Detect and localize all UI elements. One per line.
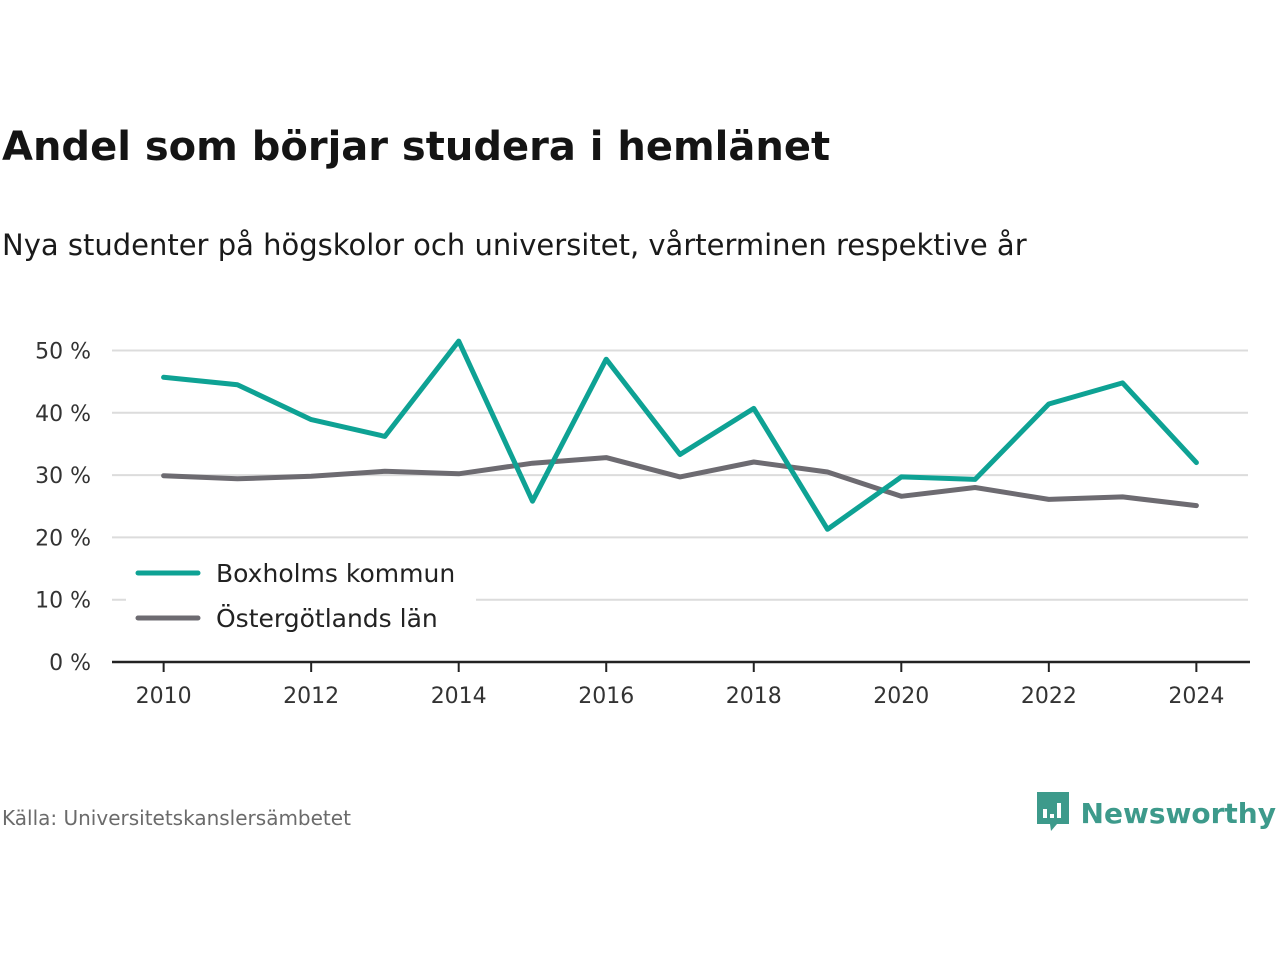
bar-chart-speech-bubble-icon bbox=[1035, 790, 1071, 836]
chart-title: Andel som börjar studera i hemlänet bbox=[2, 124, 831, 170]
x-tick-label: 2016 bbox=[578, 684, 634, 709]
series-line-2 bbox=[161, 455, 1199, 509]
brand-logo: Newsworthy bbox=[1035, 790, 1276, 836]
x-tick-label: 2024 bbox=[1168, 684, 1224, 709]
brand-name: Newsworthy bbox=[1080, 796, 1276, 830]
x-tick-label: 2012 bbox=[283, 684, 339, 709]
x-tick-label: 2014 bbox=[431, 684, 487, 709]
chart-subtitle: Nya studenter på högskolor och universit… bbox=[2, 228, 1027, 262]
legend-label: Östergötlands län bbox=[216, 604, 438, 633]
x-tick-label: 2020 bbox=[873, 684, 929, 709]
series-lines bbox=[161, 338, 1199, 532]
source-note: Källa: Universitetskanslersämbetet bbox=[2, 806, 351, 830]
y-tick-label: 20 % bbox=[35, 526, 91, 551]
legend-background bbox=[126, 548, 476, 640]
series-line-1 bbox=[161, 338, 1199, 532]
y-tick-label: 10 % bbox=[35, 589, 91, 614]
x-axis: 2010 2012 2014 2016 2018 2020 2022 2024 bbox=[112, 660, 1250, 709]
legend: Boxholms kommun Östergötlands län bbox=[126, 548, 476, 640]
y-tick-label: 40 % bbox=[35, 402, 91, 427]
y-tick-label: 0 % bbox=[49, 651, 91, 676]
x-tick-label: 2018 bbox=[726, 684, 782, 709]
y-tick-label: 30 % bbox=[35, 464, 91, 489]
x-tick-label: 2010 bbox=[136, 684, 192, 709]
x-tick-label: 2022 bbox=[1021, 684, 1077, 709]
legend-label: Boxholms kommun bbox=[216, 559, 455, 588]
y-tick-label: 50 % bbox=[35, 339, 91, 364]
